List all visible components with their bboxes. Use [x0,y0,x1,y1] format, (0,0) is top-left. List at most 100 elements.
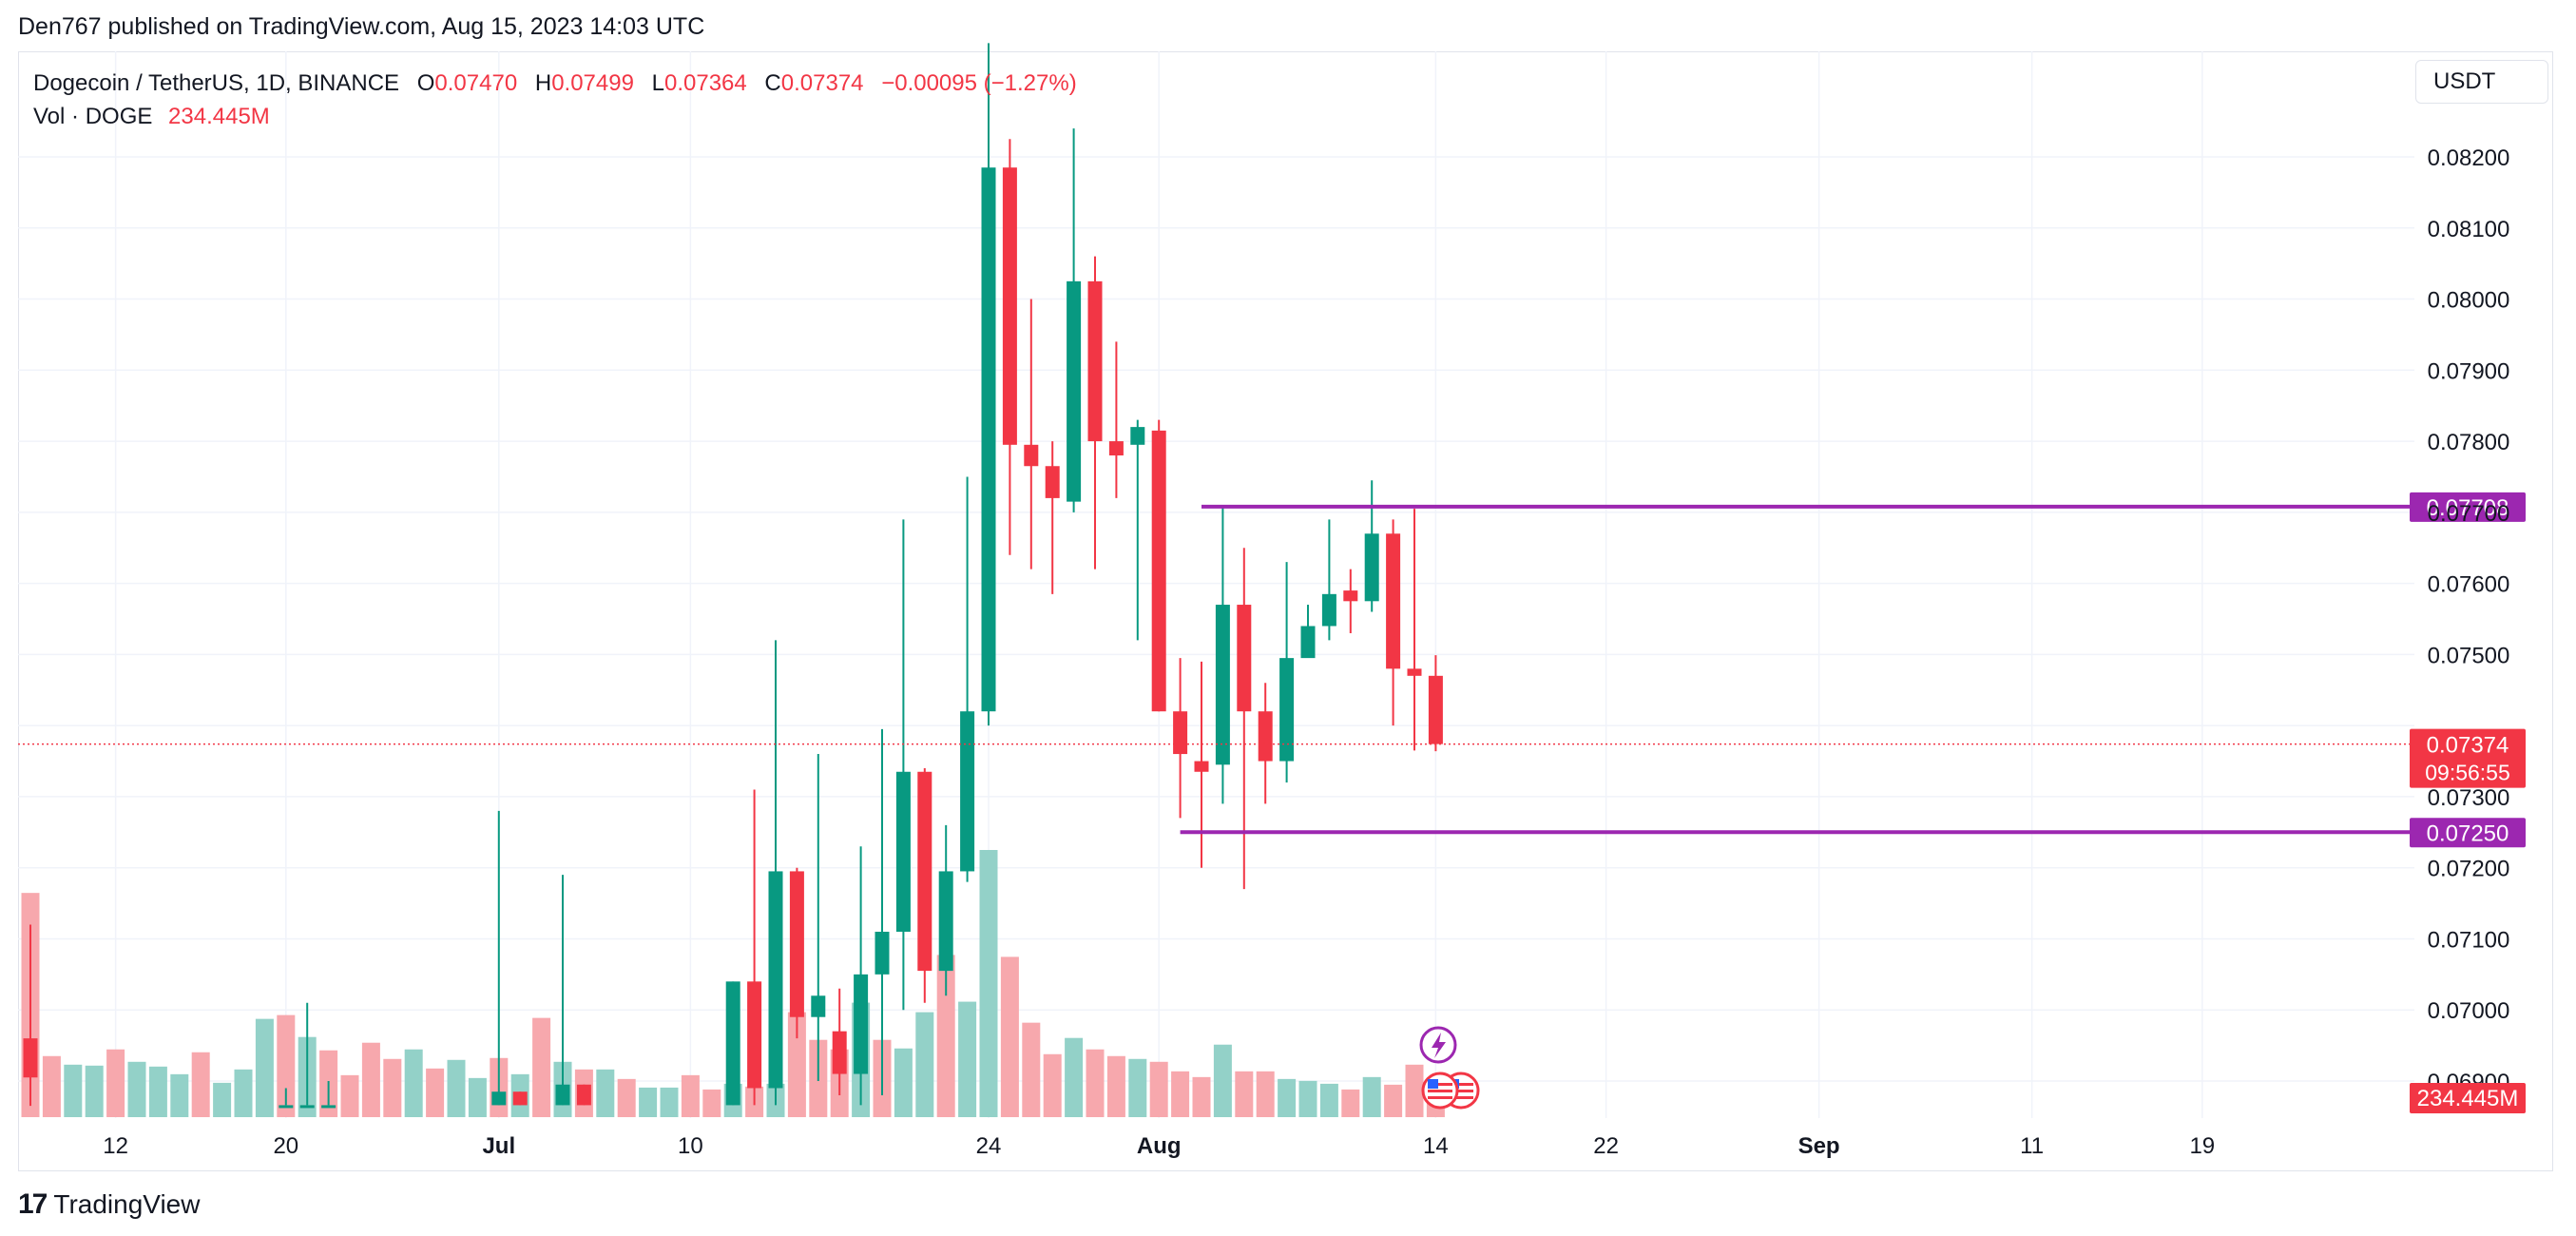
last-price-tag [2410,728,2526,788]
candle-body [1428,675,1443,744]
volume-label[interactable]: Vol · DOGE [33,104,153,129]
close-value: 0.07374 [780,70,864,96]
flag-stripe [1428,1090,1452,1092]
high-label: H [534,70,552,96]
x-tick-label: Aug [1137,1133,1182,1159]
volume-bar [1000,956,1019,1117]
candle-body [811,995,826,1017]
volume-bar [1298,1080,1317,1117]
volume-bar [1171,1071,1190,1117]
y-tick-label: 0.07600 [2428,572,2510,598]
x-tick-label: 12 [103,1133,128,1159]
candle-body [1215,605,1230,765]
volume-bar [426,1068,445,1117]
volume-bar [681,1074,700,1117]
candle-body [1407,668,1422,676]
level-price-tag [2410,818,2526,848]
grid-lines [18,51,2414,1118]
volume-bar [148,1066,167,1117]
open-value: 0.07470 [434,70,518,96]
level-price-label: 0.07708 [2427,495,2509,521]
volume-bar [383,1058,402,1117]
candle-body [981,167,996,712]
volume-bar [660,1087,679,1117]
candle-body [1279,658,1295,762]
candle-body [1151,430,1166,712]
volume-bar [340,1074,359,1117]
volume-bar [1043,1053,1062,1117]
chart-legend: Dogecoin / TetherUS, 1D, BINANCE O0.0747… [33,67,1077,133]
x-tick-label: 20 [273,1133,298,1159]
candle-body [1194,761,1209,772]
y-tick-label: 0.07800 [2428,430,2510,455]
candle-body [895,771,911,932]
y-tick-label: 0.08000 [2428,288,2510,314]
y-tick-label: 0.08100 [2428,217,2510,242]
candle-body [1067,280,1082,502]
currency-button[interactable]: USDT [2415,60,2548,104]
candle-body [23,1038,38,1078]
y-tick-label: 0.07300 [2428,785,2510,811]
volume-bar [532,1017,551,1117]
volume-bar [617,1078,636,1117]
low-value: 0.07364 [663,70,747,96]
volume-bar [255,1018,274,1117]
flag-stripe [1428,1083,1452,1086]
publish-caption: Den767 published on TradingView.com, Aug… [18,13,705,40]
flag-canton [1428,1079,1438,1089]
tradingview-brand: TradingView [53,1189,201,1219]
volume-bar [1384,1084,1403,1117]
volume-bar [639,1087,658,1117]
candle-body [1173,711,1188,755]
candle-body [1002,167,1017,445]
candle-body [1130,427,1145,445]
x-tick-label: 22 [1593,1133,1619,1159]
level-price-label: 0.07250 [2427,821,2509,846]
volume-bar [787,1012,806,1117]
volume-bar [468,1077,487,1117]
high-value: 0.07499 [551,70,634,96]
x-tick-label: 19 [2189,1133,2215,1159]
candle-body [1087,280,1103,442]
x-tick-label: 11 [2020,1133,2044,1159]
flag-stripe [1449,1090,1473,1092]
low-label: L [651,70,664,96]
volume-value: 234.445M [168,104,270,129]
volume-bar [42,1055,61,1117]
volume-bar [1065,1037,1084,1117]
tradingview-logo[interactable]: 17 TradingView [18,1188,200,1221]
candle-body [1258,711,1273,762]
symbol-title[interactable]: Dogecoin / TetherUS, 1D, BINANCE [33,70,400,96]
candle-body [747,981,762,1089]
candle-body [938,871,953,972]
last-price-label: 0.07374 [2427,733,2509,759]
us-flag-event-icon [1421,1072,1480,1110]
y-tick-label: 0.07000 [2428,998,2510,1024]
volume-bar [1341,1089,1360,1117]
close-label: C [764,70,781,96]
volume-bar [170,1073,189,1117]
volume-bar [1213,1044,1232,1117]
volume-bar [894,1048,913,1117]
flag-stripe [1449,1083,1473,1086]
x-tick-label: 24 [976,1133,1002,1159]
y-tick-label: 0.07100 [2428,927,2510,953]
volume-bar [1362,1076,1381,1117]
volume-bar [447,1059,466,1117]
candle-body [576,1084,591,1106]
volume-tag-label: 234.445M [2417,1086,2519,1111]
candle-body [875,931,890,975]
candle-body [854,974,869,1074]
volume-bar [1405,1064,1424,1117]
volume-bar [213,1082,232,1117]
volume-bar [1086,1049,1105,1117]
volume-bar [106,1049,125,1117]
y-tick-label: 0.07900 [2428,358,2510,384]
volume-bar [936,955,955,1117]
volume-bar [915,1012,934,1117]
candle-body [1108,441,1124,456]
volume-bar [702,1089,721,1117]
volume-bar [64,1064,83,1117]
volume-bar [1256,1071,1275,1117]
